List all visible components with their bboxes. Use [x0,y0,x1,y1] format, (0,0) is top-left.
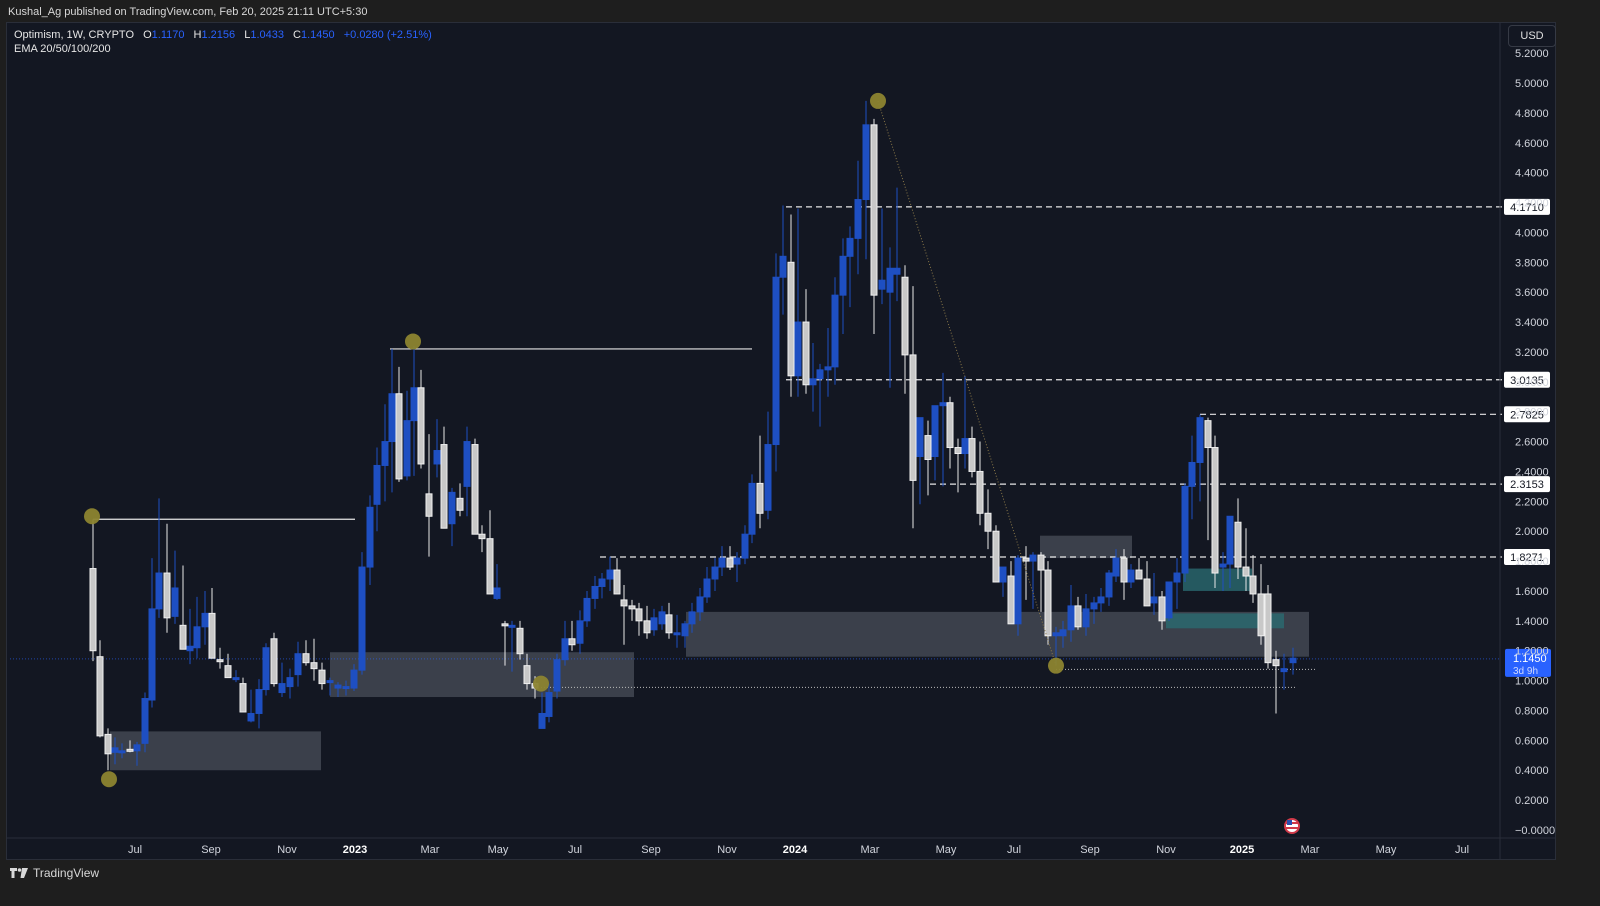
published-info: Kushal_Ag published on TradingView.com, … [8,6,368,18]
change-value: +0.0280 (+2.51%) [343,29,432,41]
close-label: C [293,29,301,41]
low-value: 1.0433 [250,29,284,41]
footer: TradingView [10,866,99,880]
currency-button[interactable]: USD [1508,25,1556,47]
open-label: O [143,29,152,41]
indicator-label[interactable]: EMA 20/50/100/200 [14,43,111,55]
symbol-legend: Optimism, 1W, CRYPTO O1.1170 H1.2156 L1.… [14,28,432,56]
open-value: 1.1170 [151,29,185,41]
high-label: H [193,29,202,41]
high-value: 1.2156 [201,29,236,41]
tradingview-logo-icon [10,868,28,878]
footer-brand[interactable]: TradingView [33,866,100,880]
ohlc-row: Optimism, 1W, CRYPTO O1.1170 H1.2156 L1.… [14,28,432,42]
chart-frame[interactable] [6,22,1556,860]
symbol-name[interactable]: Optimism, 1W, CRYPTO [14,29,135,41]
low-label: L [244,29,251,41]
close-value: 1.1450 [301,29,335,41]
